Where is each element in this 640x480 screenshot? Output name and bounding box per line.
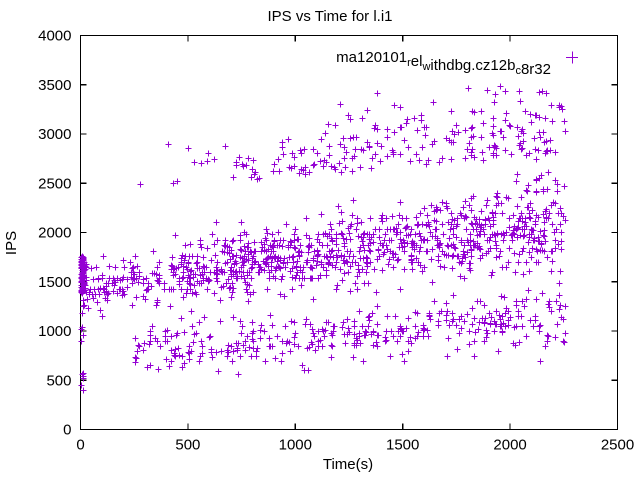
- y-axis-ticks: 0 500 1000 1500 2000 2500 3000 3500 4000: [38, 28, 618, 439]
- chart-title: IPS vs Time for l.i1: [267, 8, 392, 25]
- y-tick-label: 1500: [38, 274, 71, 291]
- y-tick-label: 500: [46, 372, 71, 389]
- legend-series-label: ma120101relwithdbg.cz12bc8r32: [336, 49, 551, 78]
- x-tick-label: 500: [175, 437, 200, 454]
- y-tick-label: 3000: [38, 126, 71, 143]
- y-tick-label: 4000: [38, 28, 71, 45]
- x-axis-ticks: 0 500 1000 1500 2000 2500: [76, 35, 634, 454]
- y-tick-label: 1000: [38, 323, 71, 340]
- y-tick-label: 3500: [38, 77, 71, 94]
- scatter-points: [78, 83, 569, 394]
- x-tick-label: 2000: [493, 437, 526, 454]
- x-tick-label: 1000: [279, 437, 312, 454]
- y-tick-label: 0: [63, 422, 71, 439]
- legend: ma120101relwithdbg.cz12bc8r32: [336, 49, 578, 78]
- data-points-layer: [78, 83, 569, 394]
- y-tick-label: 2500: [38, 175, 71, 192]
- x-axis-title: Time(s): [323, 456, 373, 473]
- x-tick-label: 2500: [601, 437, 634, 454]
- plot-frame: [79, 34, 619, 431]
- y-axis-title: IPS: [3, 231, 20, 255]
- x-tick-label: 0: [76, 437, 84, 454]
- y-tick-label: 2000: [38, 225, 71, 242]
- legend-marker-plus-icon: [566, 51, 578, 64]
- x-tick-label: 1500: [386, 437, 419, 454]
